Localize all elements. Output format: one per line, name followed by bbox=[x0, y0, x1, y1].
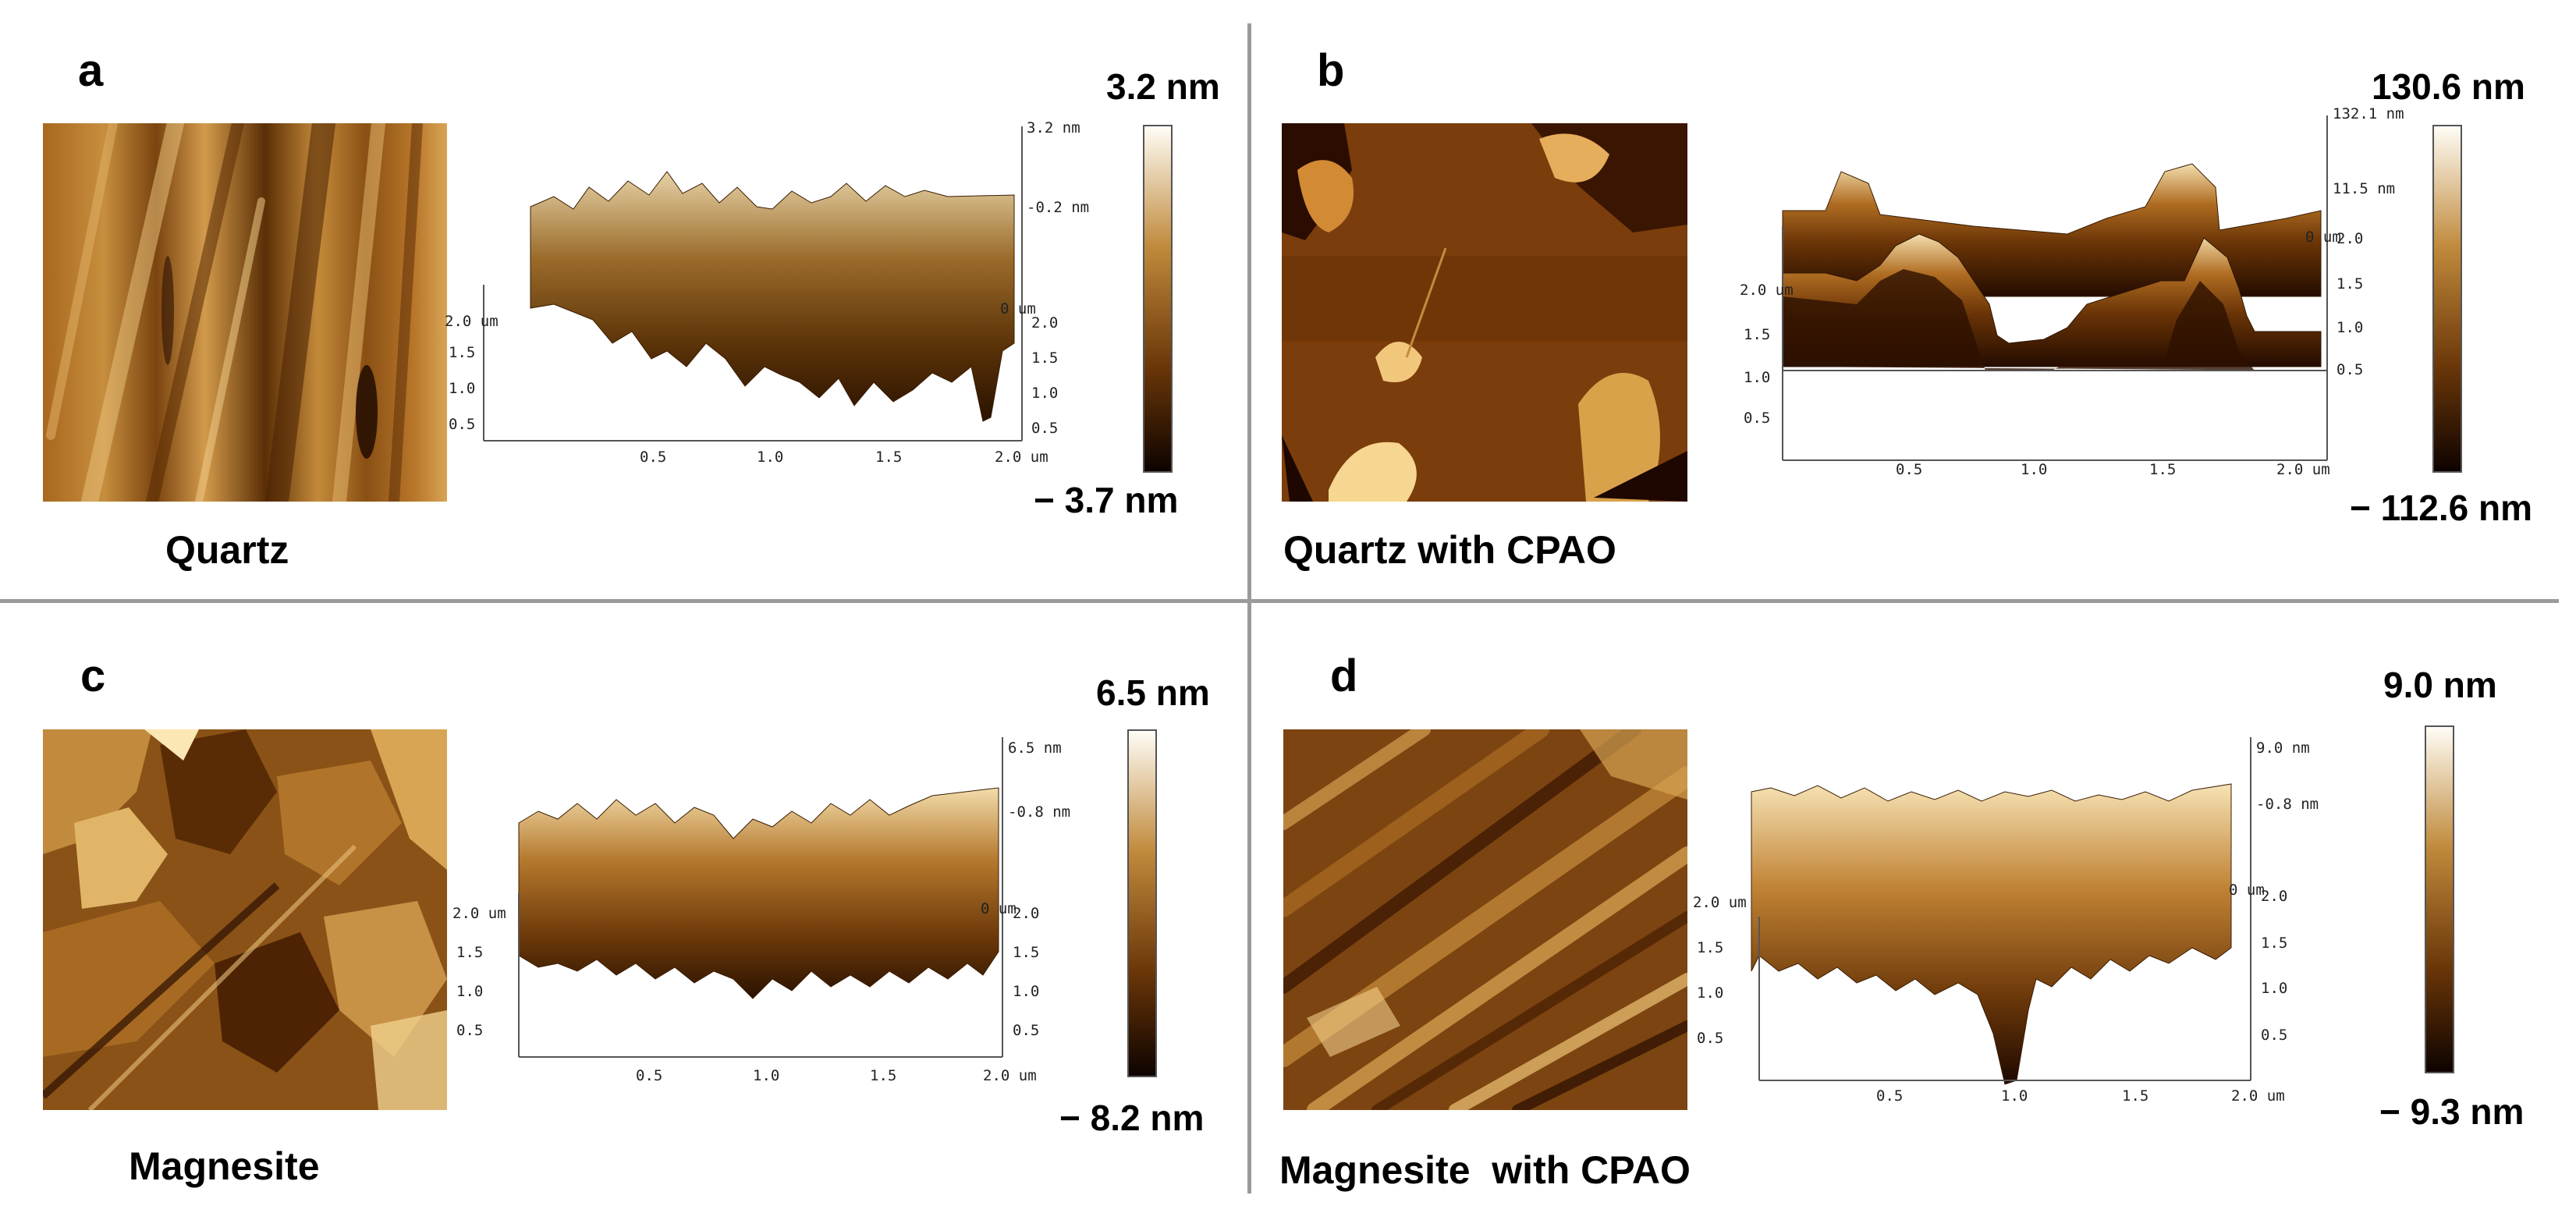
height-colorbar bbox=[2432, 125, 2462, 473]
x-tick: 0.5 bbox=[636, 1067, 662, 1084]
afm-3d-plot: 9.0 nm -0.8 nm 0 um 2.0 1.5 1.0 0.5 2.0 … bbox=[1685, 714, 2325, 1119]
y-tick: 0.5 bbox=[2336, 361, 2363, 378]
colorbar-min-label: − 8.2 nm bbox=[1059, 1098, 1205, 1138]
afm-3d-plot: 132.1 nm 11.5 nm 0 um 2.0 1.5 1.0 0.5 2.… bbox=[1740, 101, 2404, 499]
y-tick: 1.0 bbox=[1013, 983, 1039, 1000]
y-left-tick: 0.5 bbox=[449, 416, 475, 433]
y-axis-origin: 0 um bbox=[1000, 300, 1036, 317]
x-tick: 1.0 bbox=[2001, 1087, 2028, 1105]
x-tick: 1.5 bbox=[2149, 461, 2176, 478]
y-tick: 1.5 bbox=[1013, 944, 1039, 961]
panel-letter: c bbox=[80, 651, 106, 701]
y-tick: 2.0 bbox=[1013, 905, 1039, 922]
x-tick: 1.5 bbox=[870, 1067, 896, 1084]
panel-a: a bbox=[0, 0, 1248, 601]
panel-b: b bbox=[0, 0, 2576, 601]
x-tick: 2.0 um bbox=[2231, 1087, 2285, 1105]
y-left-tick: 1.0 bbox=[1744, 369, 1770, 386]
y-tick: 2.0 bbox=[2261, 888, 2287, 905]
y-left-tick: 1.5 bbox=[1744, 326, 1770, 343]
height-colorbar bbox=[2425, 725, 2454, 1073]
y-left-top: 2.0 um bbox=[445, 313, 499, 330]
y-left-tick: 1.5 bbox=[449, 344, 475, 361]
sample-label: Quartz with CPAO bbox=[1283, 528, 1616, 572]
x-tick: 2.0 um bbox=[983, 1067, 1037, 1084]
x-tick: 2.0 um bbox=[2276, 461, 2330, 478]
y-left-top: 2.0 um bbox=[1740, 282, 1794, 299]
z-axis-max: 6.5 nm bbox=[1008, 740, 1062, 757]
y-tick: 1.0 bbox=[2336, 319, 2363, 336]
y-left-tick: 1.5 bbox=[1697, 939, 1723, 956]
y-left-tick: 0.5 bbox=[456, 1022, 483, 1039]
y-tick: 1.5 bbox=[2336, 275, 2363, 293]
afm-height-image bbox=[1282, 123, 1687, 502]
panel-c: c bbox=[0, 0, 1248, 1213]
y-axis-origin: 0 um bbox=[2305, 229, 2341, 246]
sample-label: Quartz bbox=[165, 528, 289, 572]
y-tick: 1.5 bbox=[1031, 349, 1058, 367]
vertical-divider bbox=[1247, 23, 1251, 1193]
z-axis-mid: -0.8 nm bbox=[1008, 803, 1070, 821]
y-left-tick: 1.0 bbox=[449, 380, 475, 397]
horizontal-divider bbox=[0, 599, 2559, 603]
x-tick: 1.5 bbox=[875, 449, 902, 466]
afm-3d-plot: 6.5 nm -0.8 nm 0 um 2.0 1.5 1.0 0.5 2.0 … bbox=[437, 714, 1070, 1119]
y-tick: 1.0 bbox=[1031, 385, 1058, 402]
z-axis-max: 9.0 nm bbox=[2256, 740, 2310, 757]
y-left-tick: 1.5 bbox=[456, 944, 483, 961]
colorbar-max-label: 130.6 nm bbox=[2372, 66, 2525, 107]
y-tick: 1.5 bbox=[2261, 935, 2287, 952]
x-tick: 1.5 bbox=[2122, 1087, 2148, 1105]
afm-height-image bbox=[1283, 729, 1687, 1110]
colorbar-min-label: − 9.3 nm bbox=[2379, 1091, 2525, 1132]
y-axis-origin: 0 um bbox=[981, 900, 1017, 917]
y-left-tick: 0.5 bbox=[1697, 1030, 1723, 1047]
height-colorbar bbox=[1143, 125, 1173, 473]
x-tick: 1.0 bbox=[753, 1067, 779, 1084]
y-tick: 0.5 bbox=[1031, 420, 1058, 437]
afm-height-image bbox=[43, 729, 447, 1110]
y-tick: 2.0 bbox=[2336, 230, 2363, 247]
y-left-top: 2.0 um bbox=[1693, 894, 1747, 911]
x-tick: 1.0 bbox=[757, 449, 783, 466]
y-left-tick: 1.0 bbox=[1697, 984, 1723, 1002]
x-tick: 0.5 bbox=[1876, 1087, 1903, 1105]
panel-letter: a bbox=[78, 45, 104, 96]
panel-letter: d bbox=[1330, 651, 1358, 701]
surface-3d bbox=[518, 787, 999, 999]
afm-height-image bbox=[43, 123, 447, 502]
x-tick: 2.0 um bbox=[995, 449, 1048, 466]
sample-label: Magnesite with CPAO bbox=[1279, 1148, 1691, 1192]
colorbar-max-label: 6.5 nm bbox=[1096, 672, 1210, 713]
z-axis-mid: -0.2 nm bbox=[1027, 199, 1089, 216]
colorbar-max-label: 9.0 nm bbox=[2383, 665, 2497, 705]
colorbar-min-label: − 3.7 nm bbox=[1034, 480, 1179, 520]
colorbar-max-label: 3.2 nm bbox=[1106, 66, 1220, 107]
z-axis-mid: 11.5 nm bbox=[2333, 180, 2395, 197]
surface-3d bbox=[530, 171, 1015, 422]
y-axis-origin: 0 um bbox=[2229, 881, 2265, 899]
z-axis-max: 3.2 nm bbox=[1027, 119, 1080, 137]
surface-3d bbox=[1751, 783, 2232, 1085]
y-tick: 1.0 bbox=[2261, 980, 2287, 997]
sample-label: Magnesite bbox=[129, 1144, 320, 1188]
y-tick: 0.5 bbox=[1013, 1022, 1039, 1039]
y-tick: 2.0 bbox=[1031, 314, 1058, 332]
x-tick: 0.5 bbox=[640, 449, 666, 466]
y-tick: 0.5 bbox=[2261, 1027, 2287, 1044]
height-colorbar bbox=[1127, 729, 1157, 1077]
panel-letter: b bbox=[1317, 45, 1345, 96]
x-tick: 0.5 bbox=[1896, 461, 1922, 478]
y-left-tick: 1.0 bbox=[456, 983, 483, 1000]
afm-3d-plot: 3.2 nm -0.2 nm 0 um 2.0 1.5 1.0 0.5 2.0 … bbox=[445, 109, 1089, 499]
y-left-top: 2.0 um bbox=[452, 905, 506, 922]
colorbar-min-label: − 112.6 nm bbox=[2350, 488, 2532, 528]
z-axis-max: 132.1 nm bbox=[2333, 105, 2404, 122]
z-axis-mid: -0.8 nm bbox=[2256, 796, 2319, 813]
x-tick: 1.0 bbox=[2021, 461, 2047, 478]
y-left-tick: 0.5 bbox=[1744, 410, 1770, 427]
